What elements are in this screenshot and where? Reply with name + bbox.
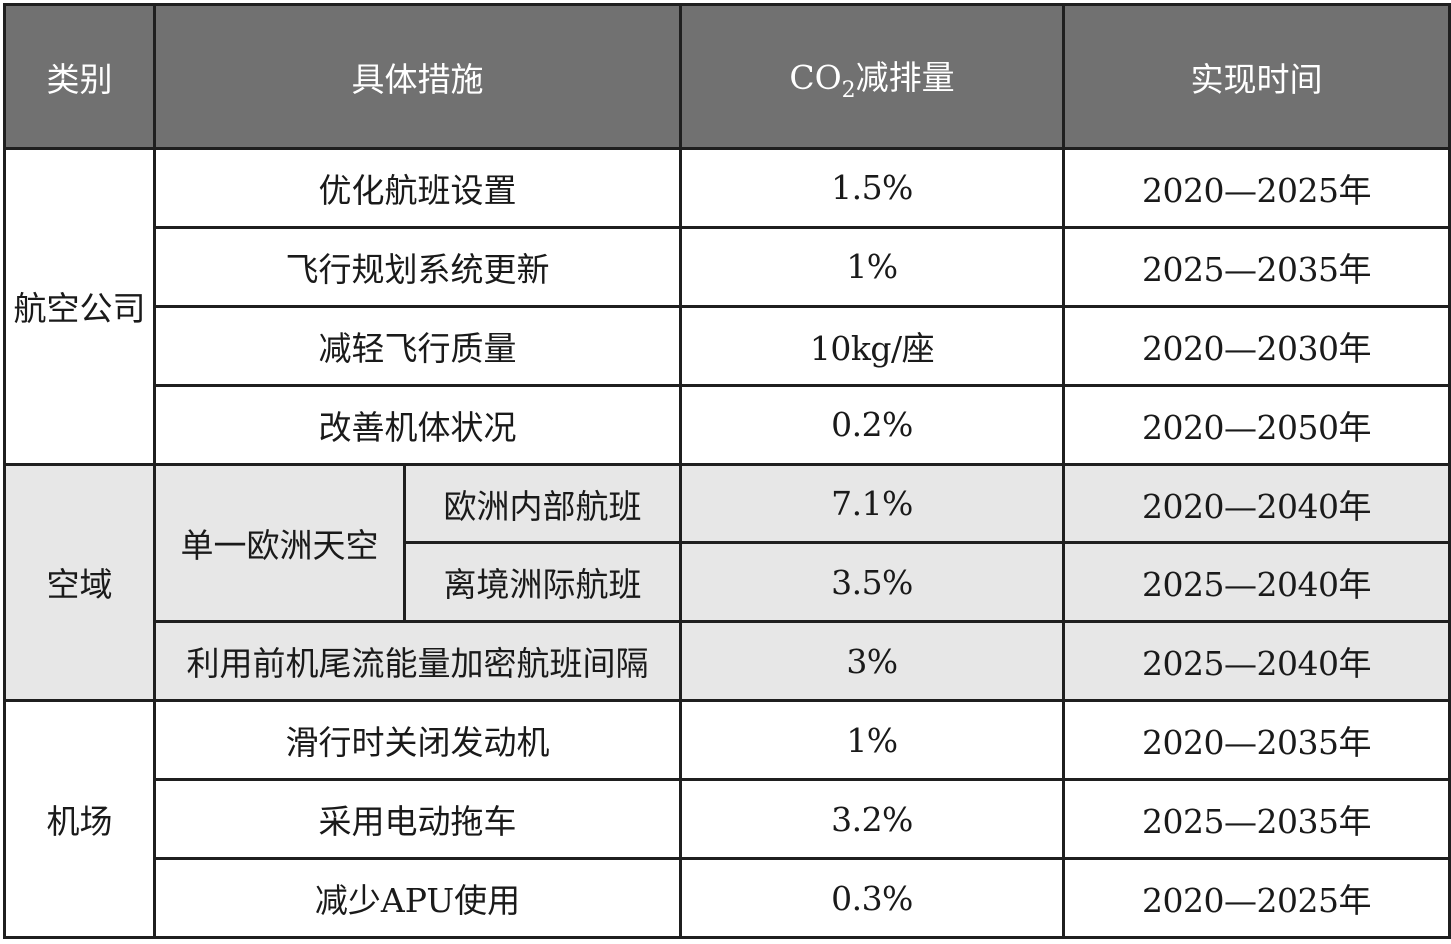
time-cell: 2025—2035年 <box>1062 225 1451 308</box>
reduction-cell: 3.5% <box>679 541 1065 624</box>
reduction-cell: 10kg/座 <box>679 304 1065 387</box>
reduction-cell: 1% <box>679 699 1065 782</box>
header-row: 类别 具体措施 CO2减排量 实现时间 <box>3 3 1451 150</box>
header-category: 类别 <box>3 3 156 150</box>
table-row: 减轻飞行质量 10kg/座 2020—2030年 <box>5 304 1451 387</box>
time-cell: 2020—2025年 <box>1062 857 1451 939</box>
reduction-cell: 0.2% <box>679 383 1065 466</box>
reduction-cell: 3.2% <box>679 778 1065 861</box>
group-airport: 机场 滑行时关闭发动机 1% 2020—2035年 采用电动拖车 3.2% 20… <box>3 699 1451 939</box>
table-row: 采用电动拖车 3.2% 2025—2035年 <box>5 778 1451 861</box>
reduction-cell: 1% <box>679 225 1065 308</box>
table-row: 减少APU使用 0.3% 2020—2025年 <box>5 857 1451 939</box>
header-co2-reduction: CO2减排量 <box>679 3 1065 150</box>
table-row: 改善机体状况 0.2% 2020—2050年 <box>5 383 1451 466</box>
measure-cell: 利用前机尾流能量加密航班间隔 <box>153 620 682 703</box>
emission-reduction-table: 类别 具体措施 CO2减排量 实现时间 航空公司 优化航班设置 1.5% 202… <box>3 3 1451 939</box>
time-cell: 2025—2040年 <box>1062 620 1451 703</box>
measure-cell: 滑行时关闭发动机 <box>153 699 682 782</box>
header-measure: 具体措施 <box>153 3 682 150</box>
reduction-cell: 3% <box>679 620 1065 703</box>
table-row: 航空公司 优化航班设置 1.5% 2020—2025年 <box>3 147 1451 466</box>
measure-cell: 离境洲际航班 <box>403 541 682 624</box>
group-airline: 航空公司 优化航班设置 1.5% 2020—2025年 飞行规划系统更新 1% … <box>3 147 1451 466</box>
category-cell: 机场 <box>3 699 156 939</box>
category-cell: 航空公司 <box>3 147 156 466</box>
reduction-cell: 0.3% <box>679 857 1065 939</box>
table-header: 类别 具体措施 CO2减排量 实现时间 <box>3 3 1451 150</box>
header-time: 实现时间 <box>1062 3 1451 150</box>
category-cell: 空域 <box>3 462 156 703</box>
header-co2-suffix: 减排量 <box>855 57 955 97</box>
table-row: 离境洲际航班 3.5% 2025—2040年 <box>5 541 1451 624</box>
reduction-cell: 1.5% <box>679 147 1065 229</box>
measure-cell: 采用电动拖车 <box>153 778 682 861</box>
time-cell: 2025—2040年 <box>1062 541 1451 624</box>
time-cell: 2020—2030年 <box>1062 304 1451 387</box>
measure-cell: 飞行规划系统更新 <box>153 225 682 308</box>
reduction-cell: 7.1% <box>679 462 1065 545</box>
subgroup-cell: 单一欧洲天空 <box>153 462 406 624</box>
measure-cell: 改善机体状况 <box>153 383 682 466</box>
time-cell: 2020—2035年 <box>1062 699 1451 782</box>
time-cell: 2020—2050年 <box>1062 383 1451 466</box>
header-co2-prefix: CO <box>789 57 842 97</box>
table-row: 利用前机尾流能量加密航班间隔 3% 2025—2040年 <box>5 620 1451 703</box>
table-row: 飞行规划系统更新 1% 2025—2035年 <box>5 225 1451 308</box>
measure-cell: 优化航班设置 <box>153 147 682 229</box>
measure-cell: 欧洲内部航班 <box>403 462 682 545</box>
table-row: 机场 滑行时关闭发动机 1% 2020—2035年 <box>3 699 1451 939</box>
group-airspace: 空域 单一欧洲天空 欧洲内部航班 7.1% 2020—2040年 离境洲际航班 … <box>3 462 1451 703</box>
time-cell: 2025—2035年 <box>1062 778 1451 861</box>
table-row: 空域 单一欧洲天空 欧洲内部航班 7.1% 2020—2040年 <box>3 462 1451 703</box>
measure-cell: 减少APU使用 <box>153 857 682 939</box>
measure-cell: 减轻飞行质量 <box>153 304 682 387</box>
time-cell: 2020—2040年 <box>1062 462 1451 545</box>
header-co2-subscript: 2 <box>841 77 856 103</box>
time-cell: 2020—2025年 <box>1062 147 1451 229</box>
